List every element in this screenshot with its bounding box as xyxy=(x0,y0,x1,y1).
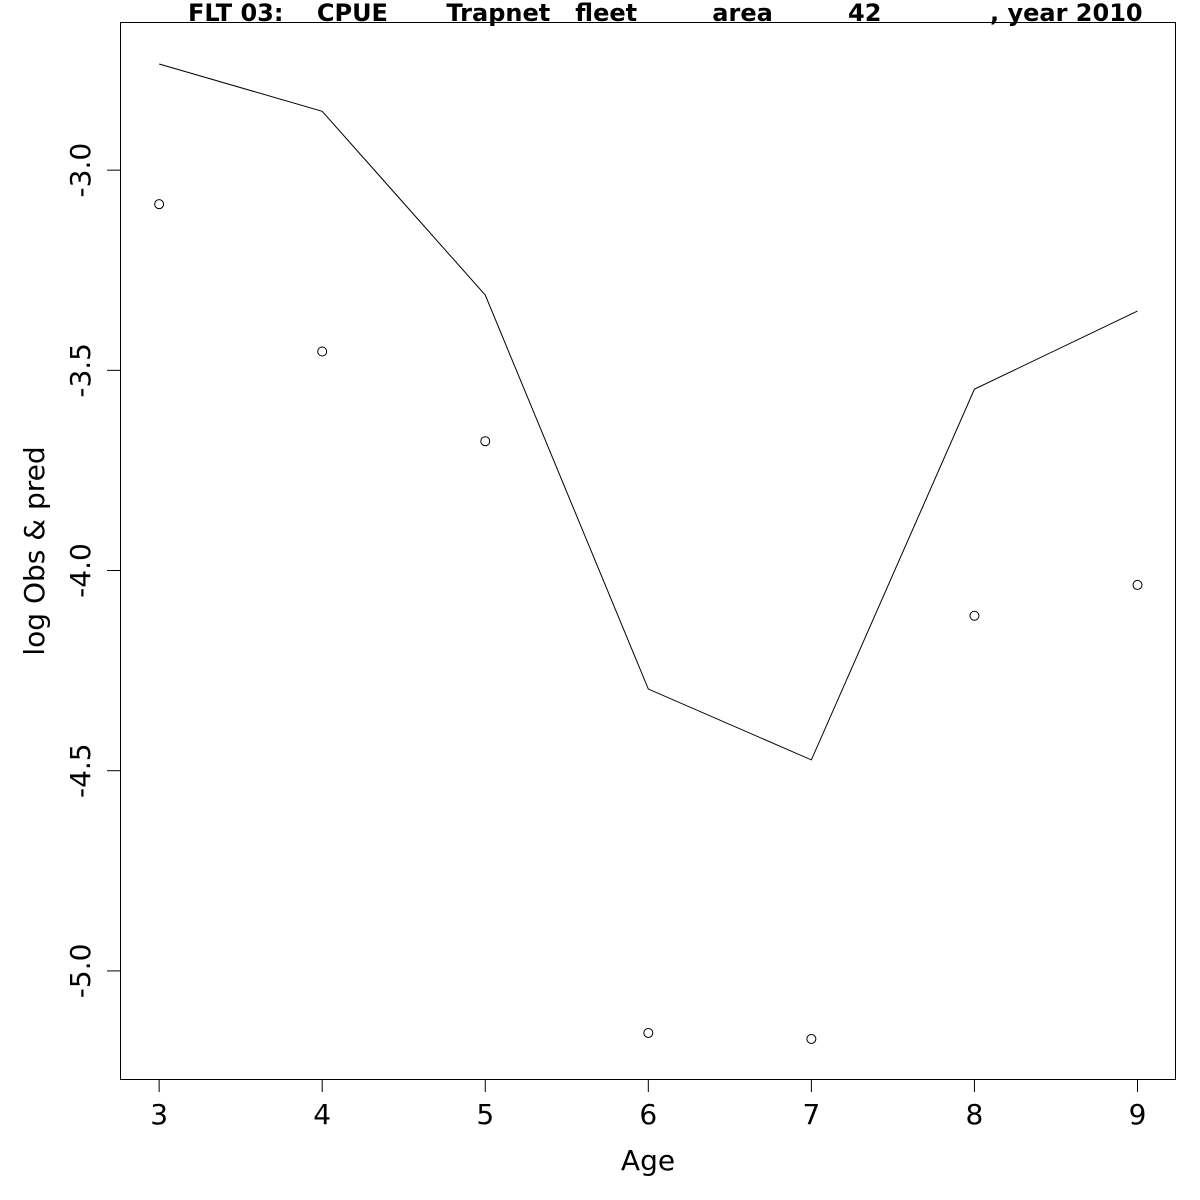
y-tick-label: -4.0 xyxy=(64,543,97,598)
y-tick-label: -3.0 xyxy=(64,143,97,198)
x-tick-label: 9 xyxy=(1129,1098,1147,1131)
x-tick-label: 6 xyxy=(639,1098,657,1131)
x-axis: 3 4 5 6 7 8 9 xyxy=(150,1079,1146,1131)
observed-point xyxy=(1132,579,1143,590)
x-tick-label: 4 xyxy=(313,1098,331,1131)
observed-point xyxy=(317,346,328,357)
observed-point xyxy=(643,1027,654,1038)
y-axis: -3.0 -3.5 -4.0 -4.5 -5.0 xyxy=(64,143,121,998)
observed-point xyxy=(806,1033,817,1044)
plot-area xyxy=(154,63,1143,1044)
x-axis-label: Age xyxy=(621,1144,675,1177)
y-tick-label: -4.5 xyxy=(64,743,97,798)
x-tick-label: 8 xyxy=(966,1098,984,1131)
observed-point xyxy=(969,610,980,621)
observed-point xyxy=(480,436,491,447)
y-axis-label: log Obs & pred xyxy=(18,446,51,655)
y-tick-label: -3.5 xyxy=(64,343,97,398)
y-tick-label: -5.0 xyxy=(64,944,97,999)
x-tick-label: 5 xyxy=(476,1098,494,1131)
observed-point xyxy=(154,199,165,210)
plot-frame xyxy=(120,22,1176,1080)
predicted-series-line xyxy=(158,63,1138,761)
x-tick-label: 3 xyxy=(150,1098,168,1131)
x-tick-label: 7 xyxy=(802,1098,820,1131)
